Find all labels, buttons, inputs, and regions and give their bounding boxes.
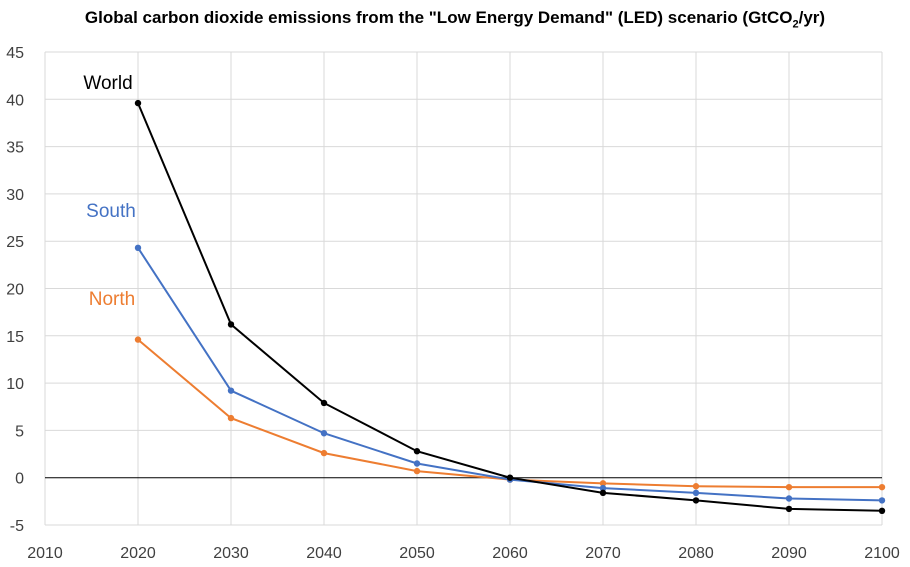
series-label-south: South	[86, 201, 136, 222]
data-point-south	[692, 489, 700, 497]
data-point-world	[413, 448, 421, 455]
x-tick-label: 2030	[213, 545, 249, 562]
title-end: /yr)	[798, 8, 826, 27]
data-point-north	[320, 449, 328, 457]
x-tick-label: 2080	[678, 545, 714, 562]
data-point-world	[785, 505, 793, 513]
title-main: Global carbon dioxide emissions from the…	[84, 8, 793, 27]
x-tick-label: 2090	[771, 545, 807, 562]
y-tick-label: 5	[15, 423, 24, 440]
y-tick-label: 35	[6, 140, 24, 157]
data-point-north	[134, 336, 142, 343]
data-point-world	[599, 489, 607, 497]
y-tick-label: 45	[6, 45, 24, 62]
data-point-world	[320, 399, 328, 407]
data-point-south	[878, 497, 886, 504]
data-point-world	[878, 507, 886, 515]
data-point-world	[227, 321, 235, 328]
data-point-south	[599, 484, 607, 492]
data-point-north	[413, 467, 421, 475]
data-point-world	[692, 497, 700, 504]
y-tick-label: 40	[6, 92, 24, 109]
data-point-world	[506, 474, 514, 481]
y-tick-label: 10	[6, 376, 24, 393]
series-label-north: North	[89, 289, 135, 310]
x-tick-label: 2060	[492, 545, 528, 562]
title-subscript: 2	[792, 18, 799, 31]
data-point-world	[134, 99, 142, 107]
y-tick-label: 25	[6, 234, 24, 251]
x-tick-label: 2020	[120, 545, 156, 562]
y-tick-label: 15	[6, 329, 24, 346]
y-tick-label: 20	[6, 282, 24, 299]
data-point-south	[785, 495, 793, 502]
data-point-south	[134, 244, 142, 252]
y-tick-label: -5	[10, 518, 24, 535]
x-tick-label: 2050	[399, 545, 435, 562]
data-point-south	[320, 430, 328, 437]
data-point-north	[878, 483, 886, 491]
data-point-north	[599, 480, 607, 487]
chart-title: Global carbon dioxide emissions from the…	[0, 8, 910, 30]
series-label-world: World	[83, 73, 132, 94]
data-point-south	[413, 460, 421, 467]
data-point-north	[692, 483, 700, 490]
x-tick-label: 2070	[585, 545, 621, 562]
x-tick-label: 2010	[27, 545, 63, 562]
y-tick-label: 30	[6, 187, 24, 204]
data-point-south	[227, 387, 235, 394]
x-tick-label: 2100	[864, 545, 900, 562]
y-tick-label: 0	[15, 471, 24, 488]
data-point-north	[227, 414, 235, 422]
data-point-north	[785, 483, 793, 491]
x-tick-label: 2040	[306, 545, 342, 562]
